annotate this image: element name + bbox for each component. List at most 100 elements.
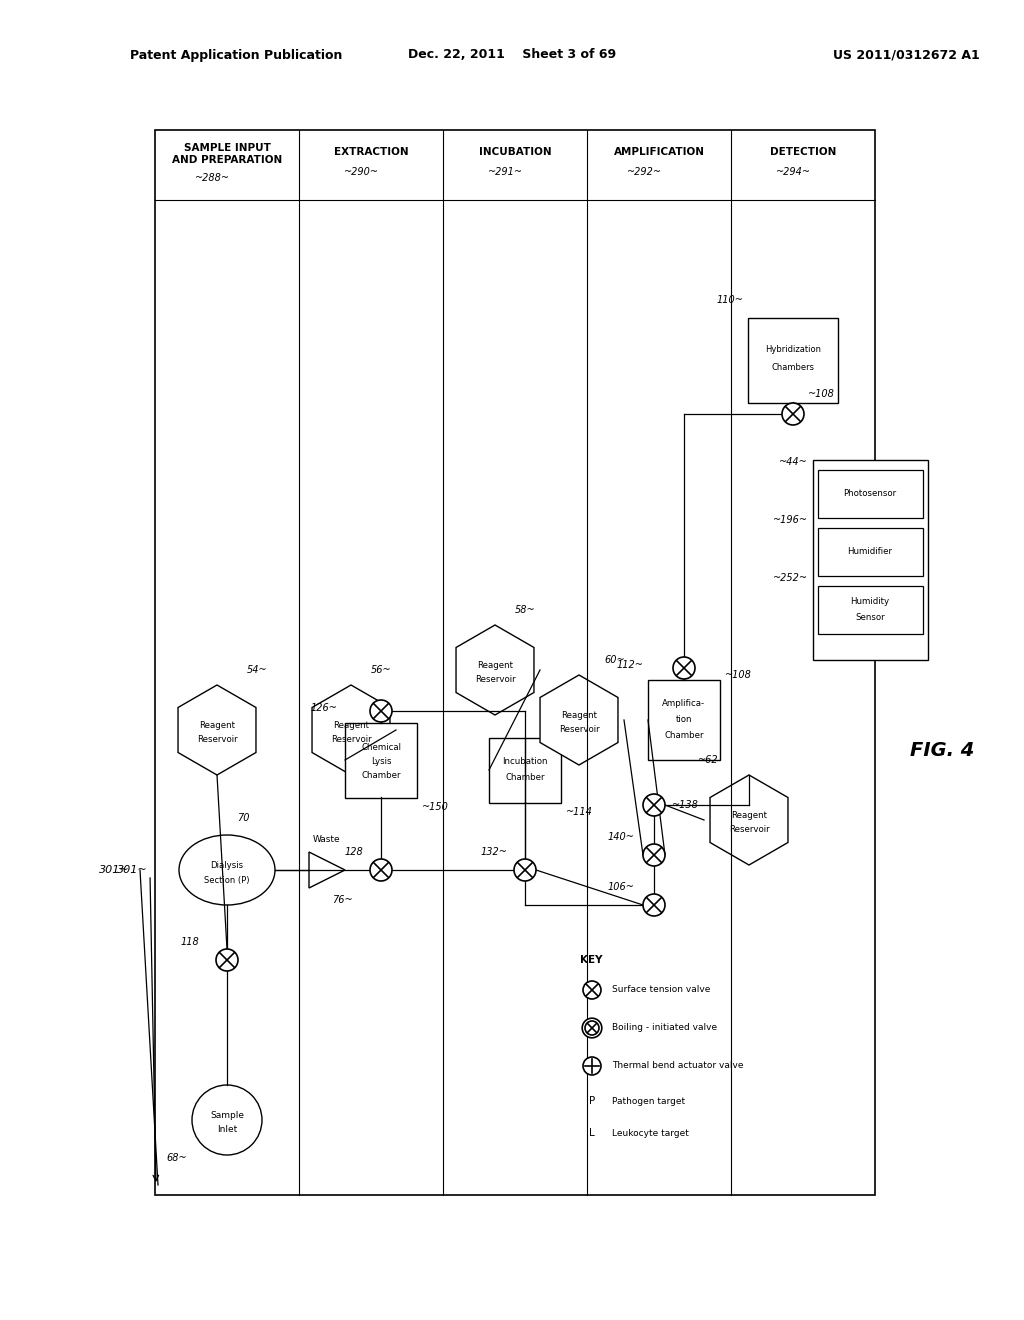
Text: Reservoir: Reservoir	[559, 726, 599, 734]
Polygon shape	[178, 685, 256, 775]
Polygon shape	[710, 775, 788, 865]
Text: ~62: ~62	[698, 755, 719, 766]
Text: Dialysis: Dialysis	[211, 861, 244, 870]
Text: 68~: 68~	[167, 1152, 187, 1163]
Text: tion: tion	[676, 715, 692, 725]
Text: 76~: 76~	[332, 895, 352, 906]
Text: 60~: 60~	[604, 655, 625, 665]
Circle shape	[583, 1057, 601, 1074]
Circle shape	[643, 843, 665, 866]
Text: Reagent: Reagent	[731, 810, 767, 820]
Text: Chamber: Chamber	[361, 771, 400, 780]
Text: ~114: ~114	[566, 807, 593, 817]
Text: Thermal bend actuator valve: Thermal bend actuator valve	[612, 1061, 743, 1071]
Text: 128: 128	[344, 847, 362, 857]
Text: Chamber: Chamber	[505, 774, 545, 783]
Text: ~108: ~108	[725, 671, 752, 680]
Text: 54~: 54~	[247, 665, 267, 675]
Text: 112~: 112~	[616, 660, 643, 671]
Circle shape	[370, 859, 392, 880]
Text: 126~: 126~	[310, 704, 337, 713]
Text: Waste: Waste	[313, 836, 341, 845]
Text: ~108: ~108	[808, 389, 835, 399]
Text: INCUBATION: INCUBATION	[478, 147, 551, 157]
FancyBboxPatch shape	[818, 470, 923, 517]
Text: Sensor: Sensor	[855, 614, 885, 623]
Circle shape	[585, 1020, 599, 1035]
Circle shape	[583, 981, 601, 999]
Text: 118: 118	[180, 937, 199, 946]
Text: ~288~: ~288~	[195, 173, 229, 183]
Text: Photosensor: Photosensor	[844, 490, 897, 499]
Text: Pathogen target: Pathogen target	[612, 1097, 685, 1106]
Text: Reservoir: Reservoir	[331, 735, 372, 744]
Text: 301~: 301~	[99, 865, 130, 875]
Text: Reagent: Reagent	[561, 710, 597, 719]
Text: L: L	[589, 1129, 595, 1138]
Text: Inlet: Inlet	[217, 1126, 238, 1134]
Ellipse shape	[179, 836, 275, 906]
FancyBboxPatch shape	[748, 318, 838, 403]
FancyBboxPatch shape	[813, 459, 928, 660]
Text: 140~: 140~	[607, 832, 634, 842]
Text: Reagent: Reagent	[333, 721, 369, 730]
Text: Humidity: Humidity	[851, 598, 890, 606]
Text: 56~: 56~	[371, 665, 391, 675]
FancyBboxPatch shape	[155, 129, 874, 1195]
FancyBboxPatch shape	[489, 738, 561, 803]
Text: ~291~: ~291~	[487, 168, 522, 177]
Text: DETECTION: DETECTION	[770, 147, 837, 157]
Text: 110~: 110~	[716, 294, 743, 305]
Text: Chambers: Chambers	[771, 363, 814, 372]
Circle shape	[643, 795, 665, 816]
Text: KEY: KEY	[580, 954, 602, 965]
Polygon shape	[540, 675, 617, 766]
Text: Reservoir: Reservoir	[197, 735, 238, 744]
Text: Reagent: Reagent	[199, 721, 234, 730]
Text: FIG. 4: FIG. 4	[910, 741, 975, 759]
Text: 132~: 132~	[480, 847, 507, 857]
Text: Surface tension valve: Surface tension valve	[612, 986, 711, 994]
Text: Chemical: Chemical	[361, 743, 401, 752]
Text: Reservoir: Reservoir	[475, 676, 515, 685]
Text: ~138: ~138	[672, 800, 698, 810]
Text: Chamber: Chamber	[665, 731, 703, 741]
FancyBboxPatch shape	[345, 723, 417, 799]
Text: ~292~: ~292~	[627, 168, 662, 177]
Circle shape	[514, 859, 536, 880]
Text: ~150: ~150	[422, 803, 449, 812]
Circle shape	[673, 657, 695, 678]
Text: Amplifica-: Amplifica-	[663, 700, 706, 709]
Circle shape	[193, 1085, 262, 1155]
Text: Boiling - initiated valve: Boiling - initiated valve	[612, 1023, 717, 1032]
Circle shape	[370, 700, 392, 722]
Text: Hybridization: Hybridization	[765, 346, 821, 355]
Text: P: P	[589, 1096, 595, 1106]
Text: ~196~: ~196~	[773, 515, 808, 525]
FancyBboxPatch shape	[648, 680, 720, 760]
Polygon shape	[312, 685, 390, 775]
Circle shape	[216, 949, 238, 972]
Text: Leukocyte target: Leukocyte target	[612, 1129, 689, 1138]
Text: US 2011/0312672 A1: US 2011/0312672 A1	[834, 49, 980, 62]
Text: Lysis: Lysis	[371, 758, 391, 767]
Text: Reservoir: Reservoir	[729, 825, 769, 834]
Text: ~294~: ~294~	[775, 168, 811, 177]
Circle shape	[643, 894, 665, 916]
Text: Patent Application Publication: Patent Application Publication	[130, 49, 342, 62]
Text: EXTRACTION: EXTRACTION	[334, 147, 409, 157]
FancyBboxPatch shape	[818, 528, 923, 576]
Text: 301~: 301~	[118, 865, 148, 875]
Text: AND PREPARATION: AND PREPARATION	[172, 154, 283, 165]
Text: SAMPLE INPUT: SAMPLE INPUT	[183, 143, 270, 153]
Text: Section (P): Section (P)	[204, 875, 250, 884]
Polygon shape	[456, 624, 534, 715]
Text: 106~: 106~	[607, 882, 634, 892]
Text: Humidifier: Humidifier	[848, 548, 893, 557]
Circle shape	[782, 403, 804, 425]
Text: Sample: Sample	[210, 1110, 244, 1119]
Text: Incubation: Incubation	[502, 758, 548, 767]
Text: AMPLIFICATION: AMPLIFICATION	[613, 147, 705, 157]
Text: 70: 70	[237, 813, 250, 822]
Text: ~44~: ~44~	[779, 457, 808, 467]
